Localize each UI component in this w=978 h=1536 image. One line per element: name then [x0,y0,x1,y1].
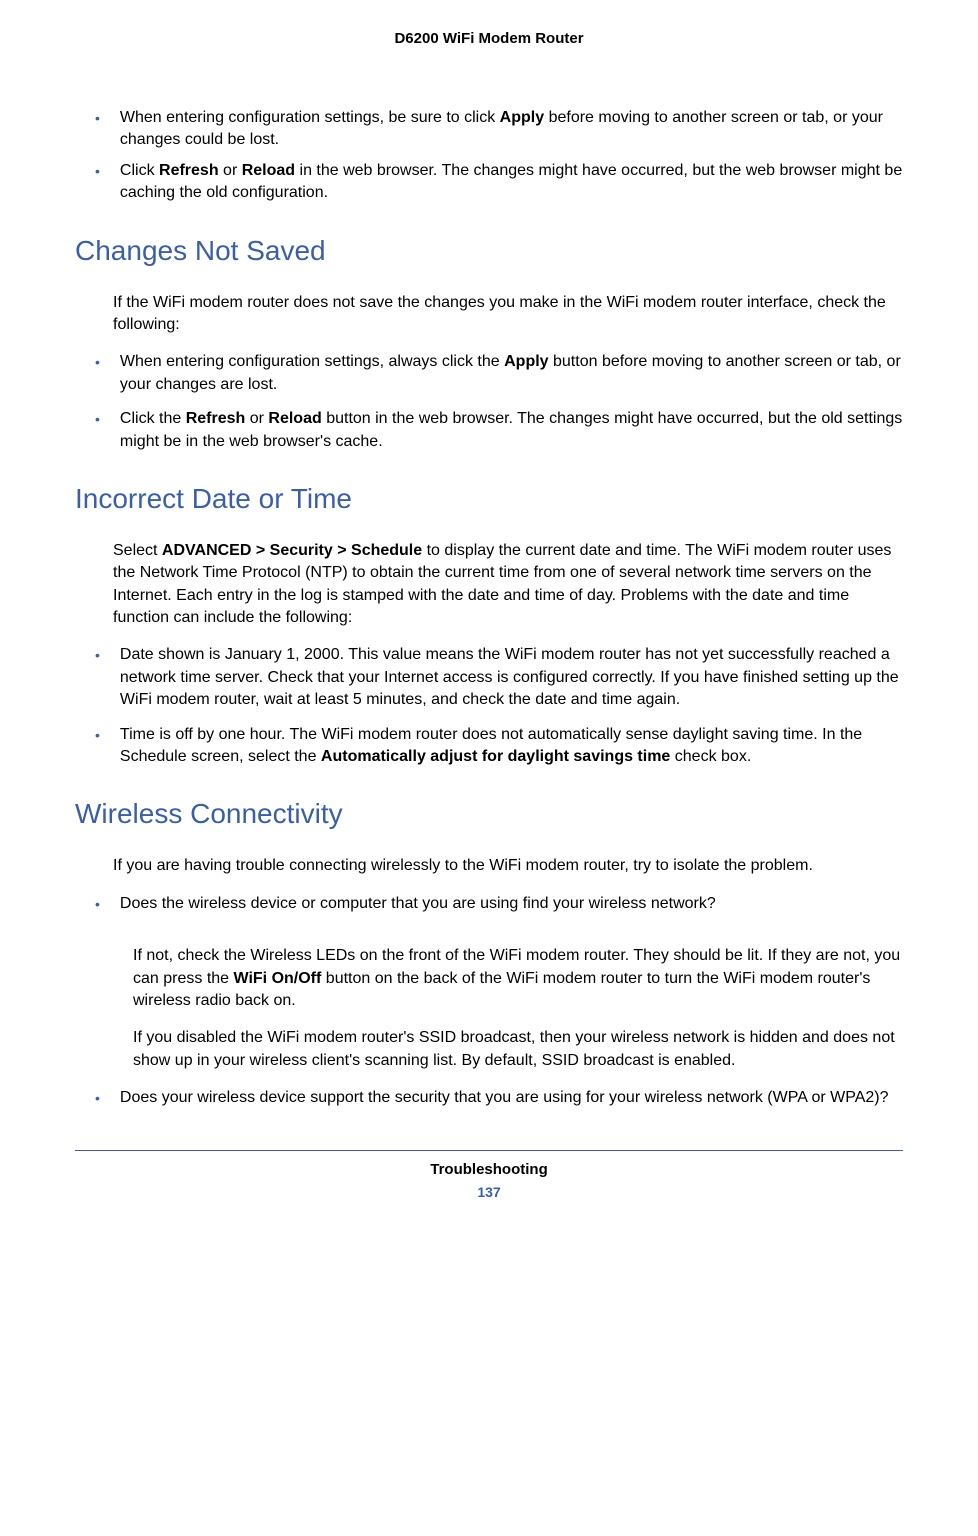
bullet-text: Click Refresh or Reload in the web brows… [120,160,903,205]
bullet-marker-icon: • [95,893,100,915]
footer-divider [75,1150,903,1151]
section-heading-incorrect-date: Incorrect Date or Time [75,483,903,515]
section-intro-para: If the WiFi modem router does not save t… [113,292,903,337]
section3-bullet-list-2: • Does your wireless device support the … [75,1087,903,1109]
section-heading-wireless-connectivity: Wireless Connectivity [75,798,903,830]
bullet-text: Does your wireless device support the se… [120,1087,903,1109]
footer-section-name: Troubleshooting [75,1161,903,1178]
bullet-marker-icon: • [95,1087,100,1109]
bullet-marker-icon: • [95,644,100,711]
bullet-text: Date shown is January 1, 2000. This valu… [120,644,903,711]
document-header-title: D6200 WiFi Modem Router [75,30,903,47]
bullet-marker-icon: • [95,107,100,152]
bullet-item: • Click Refresh or Reload in the web bro… [75,160,903,205]
indented-para: If you disabled the WiFi modem router's … [133,1027,903,1072]
bullet-text: When entering configuration settings, al… [120,351,903,396]
section3-bullet-list: • Does the wireless device or computer t… [75,893,903,915]
bullet-marker-icon: • [95,724,100,769]
intro-bullet-list: • When entering configuration settings, … [75,107,903,205]
bullet-marker-icon: • [95,351,100,396]
page-number: 137 [75,1184,903,1200]
indented-para: If not, check the Wireless LEDs on the f… [133,945,903,1012]
bullet-item: • Does the wireless device or computer t… [75,893,903,915]
bullet-text: Click the Refresh or Reload button in th… [120,408,903,453]
bullet-text: Time is off by one hour. The WiFi modem … [120,724,903,769]
bullet-item: • When entering configuration settings, … [75,107,903,152]
bullet-item: • When entering configuration settings, … [75,351,903,396]
bullet-text: Does the wireless device or computer tha… [120,893,903,915]
section1-bullet-list: • When entering configuration settings, … [75,351,903,453]
section-intro-para: Select ADVANCED > Security > Schedule to… [113,540,903,630]
bullet-item: • Time is off by one hour. The WiFi mode… [75,724,903,769]
bullet-marker-icon: • [95,408,100,453]
section-heading-changes-not-saved: Changes Not Saved [75,235,903,267]
section-intro-para: If you are having trouble connecting wir… [113,855,903,877]
bullet-item: • Does your wireless device support the … [75,1087,903,1109]
bullet-item: • Date shown is January 1, 2000. This va… [75,644,903,711]
bullet-text: When entering configuration settings, be… [120,107,903,152]
bullet-item: • Click the Refresh or Reload button in … [75,408,903,453]
section2-bullet-list: • Date shown is January 1, 2000. This va… [75,644,903,768]
bullet-marker-icon: • [95,160,100,205]
